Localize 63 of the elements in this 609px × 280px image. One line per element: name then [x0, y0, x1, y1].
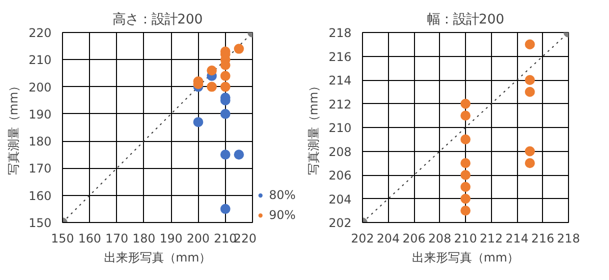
y-tick-label: 210 [328, 121, 352, 135]
y-tick-label: 216 [328, 50, 352, 64]
point [524, 75, 535, 85]
x-tick-label: 206 [402, 232, 426, 246]
x-tick-label: 202 [351, 232, 374, 246]
x-tick-label: 208 [428, 232, 452, 246]
point [206, 82, 217, 92]
x-tick-label: 150 [51, 232, 74, 246]
y-tick-label: 206 [328, 168, 352, 182]
point [234, 150, 244, 160]
x-tick-label: 218 [557, 232, 580, 246]
y-tick-label: 214 [328, 74, 352, 88]
x-tick-label: 212 [480, 232, 503, 246]
chart-title: 高さ：設計200 [112, 12, 203, 28]
x-tick-label: 210 [454, 232, 477, 246]
y-tick-label: 202 [328, 216, 352, 230]
point [460, 98, 470, 109]
point [220, 70, 230, 81]
x-tick-label: 190 [160, 232, 183, 246]
y-tick-label: 190 [28, 107, 52, 122]
point [460, 110, 470, 121]
y-tick-label: 218 [328, 26, 352, 40]
x-axis-title: 出来形写真（mm） [104, 250, 212, 264]
point [524, 86, 535, 97]
y-tick-label: 208 [328, 144, 352, 159]
point [524, 158, 535, 168]
point [220, 108, 230, 119]
point [460, 206, 470, 216]
point [193, 117, 204, 128]
point [524, 146, 535, 156]
x-tick-label: 214 [506, 232, 528, 246]
point [206, 66, 217, 76]
y-tick-label: 150 [28, 216, 52, 230]
point [220, 150, 230, 160]
x-tick-label: 216 [531, 232, 554, 246]
y-tick-label: 170 [28, 162, 52, 176]
chart-title: 幅：設計200 [426, 12, 504, 28]
y-axis-title: 写真測量（mm） [6, 80, 21, 176]
legend-label: 90% [269, 208, 296, 222]
x-axis-title: 出来形写真（mm） [412, 250, 520, 264]
point [460, 134, 470, 144]
y-tick-label: 204 [328, 192, 352, 206]
y-tick-label: 210 [28, 53, 52, 68]
x-tick-label: 204 [376, 232, 400, 246]
point [460, 194, 470, 204]
x-tick-label: 180 [132, 232, 156, 246]
point [460, 158, 470, 168]
point [524, 39, 535, 50]
point [460, 170, 470, 180]
y-tick-label: 200 [28, 80, 52, 94]
y-tick-label: 160 [28, 188, 52, 203]
y-tick-label: 180 [28, 134, 52, 149]
x-tick-label: 160 [78, 232, 102, 246]
y-tick-label: 220 [28, 26, 52, 40]
point [460, 182, 470, 192]
x-tick-label: 170 [105, 232, 128, 246]
y-axis-title: 写真測量（mm） [306, 80, 321, 176]
x-tick-label: 200 [186, 232, 210, 246]
point [220, 82, 230, 92]
legend-label: 80% [269, 188, 296, 202]
point [220, 204, 230, 214]
point [234, 44, 244, 54]
y-tick-label: 212 [328, 97, 352, 112]
